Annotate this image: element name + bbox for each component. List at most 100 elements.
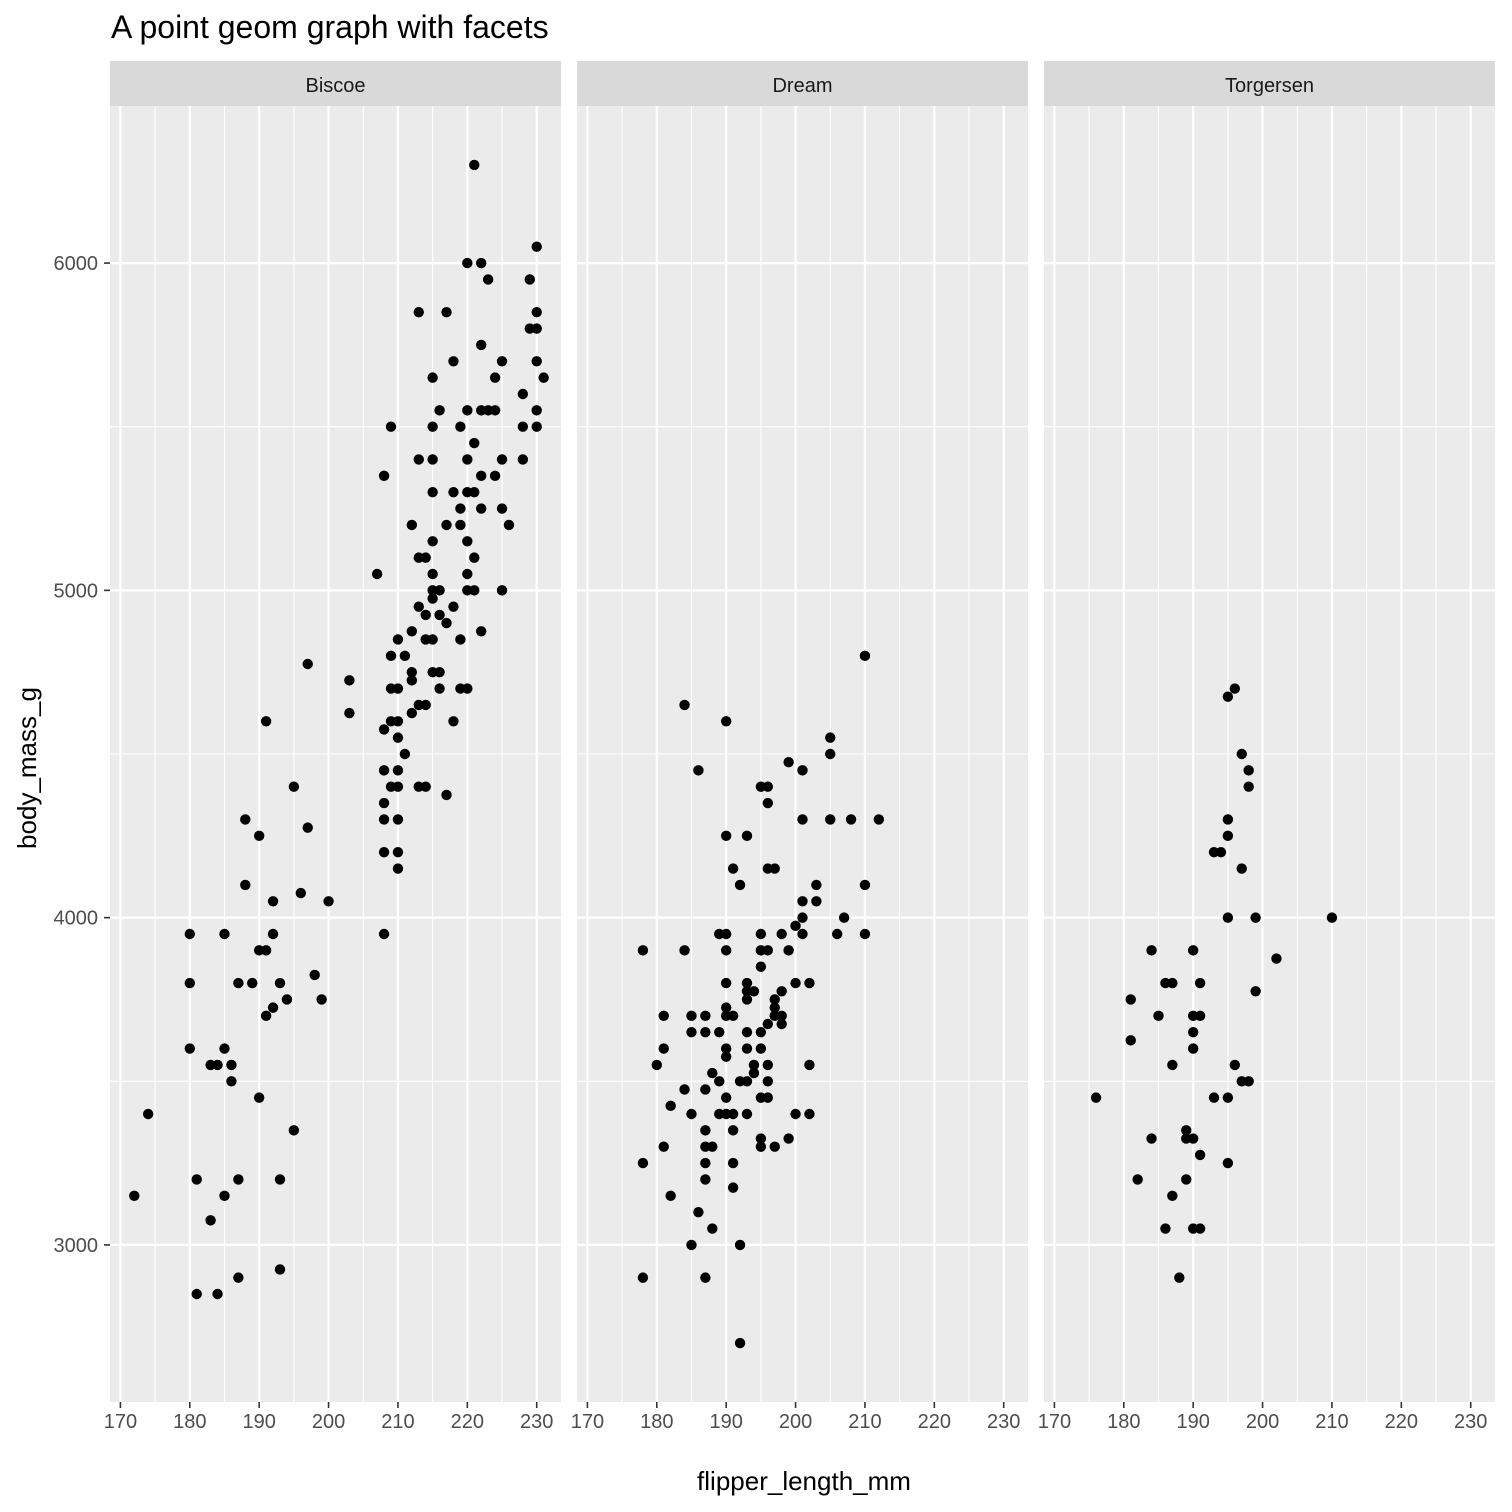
data-point [378, 797, 390, 809]
data-point [658, 1010, 669, 1022]
data-point [838, 912, 850, 923]
data-point [323, 896, 334, 907]
data-point [700, 1010, 711, 1022]
data-point [233, 977, 244, 989]
data-point [406, 675, 418, 686]
data-point [637, 1272, 649, 1283]
data-point [531, 421, 542, 432]
data-point [469, 585, 480, 596]
data-point [427, 372, 438, 383]
data-point [489, 372, 501, 383]
x-tick-label: 230 [520, 1411, 553, 1433]
y-tick-label: 3000 [54, 1235, 99, 1257]
data-point [469, 159, 480, 171]
data-point [797, 896, 808, 907]
data-point [288, 781, 300, 792]
data-point [274, 1174, 286, 1185]
data-point [260, 716, 272, 727]
x-tick-label: 170 [1038, 1411, 1071, 1433]
data-point [637, 1157, 649, 1169]
data-point [240, 814, 251, 825]
data-point [734, 1239, 746, 1251]
data-point [720, 1043, 732, 1054]
data-point [302, 822, 313, 833]
data-point [762, 1076, 774, 1087]
data-point [1222, 912, 1234, 923]
facet-strip-label: Torgersen [1225, 75, 1314, 97]
data-point [790, 977, 801, 989]
data-point [462, 536, 473, 547]
data-point [378, 470, 390, 482]
data-point [769, 1141, 780, 1152]
data-point [720, 1092, 732, 1103]
data-point [686, 1108, 697, 1120]
data-point [441, 789, 452, 801]
y-axis: 3000 4000 5000 6000 [54, 253, 110, 1257]
y-tick-label: 5000 [54, 580, 99, 602]
x-tick-label: 170 [104, 1411, 137, 1433]
data-point [476, 626, 487, 637]
data-point [1222, 1157, 1234, 1169]
data-point [531, 323, 542, 334]
data-point [727, 1182, 739, 1193]
data-point [734, 879, 746, 891]
data-point [1194, 977, 1206, 989]
data-point [755, 1141, 767, 1152]
data-point [1090, 1092, 1102, 1103]
data-point [462, 257, 473, 269]
data-point [797, 912, 808, 923]
facet-strip-label: Biscoe [305, 75, 365, 97]
data-point [476, 339, 487, 351]
data-point [441, 617, 452, 629]
data-point [1222, 1092, 1234, 1103]
data-point [1146, 1133, 1157, 1144]
data-point [392, 781, 404, 792]
data-point [762, 945, 774, 956]
data-point [1208, 1092, 1220, 1103]
data-point [1167, 977, 1178, 989]
data-point [420, 552, 431, 563]
data-point [378, 814, 390, 825]
data-point [489, 470, 501, 482]
data-point [496, 356, 508, 367]
data-point [859, 650, 871, 662]
data-point [392, 683, 404, 694]
facet-torgersen: Torgersen 170 180 190 200 210 220 230 [1038, 61, 1495, 1433]
data-point [1243, 765, 1254, 776]
data-point [804, 1059, 815, 1071]
data-point [191, 1288, 202, 1300]
data-point [448, 716, 459, 727]
data-point [1181, 1174, 1192, 1185]
data-point [142, 1108, 154, 1120]
data-point [1243, 781, 1254, 792]
data-point [288, 1125, 300, 1136]
x-tick-label: 220 [918, 1411, 951, 1433]
data-point [392, 846, 404, 858]
data-point [714, 1026, 725, 1038]
data-point [741, 1043, 753, 1054]
x-tick-label: 230 [987, 1411, 1020, 1433]
data-point [1167, 1059, 1178, 1071]
x-tick-label: 170 [571, 1411, 604, 1433]
data-point [783, 756, 794, 768]
data-point [455, 421, 466, 432]
data-point [1194, 1149, 1206, 1161]
data-point [406, 626, 418, 637]
data-point [804, 1108, 815, 1120]
data-point [392, 732, 404, 743]
data-point [707, 1067, 718, 1079]
data-point [720, 928, 732, 940]
data-point [727, 863, 739, 874]
data-point [1146, 945, 1157, 956]
data-point [658, 1043, 669, 1054]
data-point [274, 977, 286, 989]
data-point [665, 1190, 676, 1202]
data-point [489, 405, 501, 416]
data-point [406, 519, 418, 531]
data-point [413, 454, 424, 465]
data-point [776, 928, 787, 940]
facet-strip-label: Dream [772, 75, 832, 97]
data-point [1125, 1035, 1136, 1046]
facet-panels: Biscoe 170 180 190 200 210 220 230 Dream 170 180 19… [104, 61, 1495, 1433]
data-point [1174, 1272, 1185, 1283]
